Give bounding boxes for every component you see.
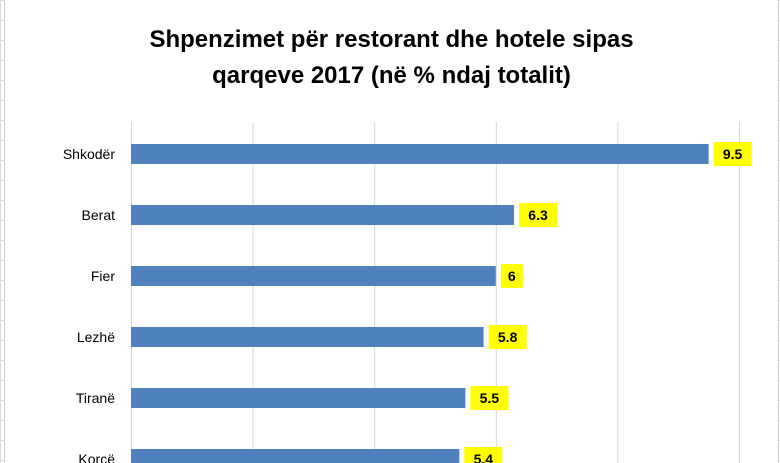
data-label: 5.8 xyxy=(498,329,518,345)
data-label-background xyxy=(488,325,527,349)
bar xyxy=(131,327,484,347)
data-label-background xyxy=(519,203,558,227)
bar xyxy=(131,205,515,225)
bar-chart-plot: Shkodër 9.5 Berat 6.3 Fier 6 Lezhë 5.8 Tiranë 5.5… xyxy=(63,122,752,463)
category-label: Korçë xyxy=(78,451,115,463)
chart-title-line-2: qarqeve 2017 (në % ndaj totalit) xyxy=(212,62,571,89)
category-label: Lezhë xyxy=(77,329,115,345)
data-label-background xyxy=(464,447,503,463)
data-label: 6.3 xyxy=(528,207,548,223)
category-label: Shkodër xyxy=(63,146,115,162)
bar xyxy=(131,144,709,164)
category-label: Tiranë xyxy=(76,390,115,406)
data-label: 5.5 xyxy=(480,390,500,406)
data-label: 5.4 xyxy=(474,451,494,463)
data-label: 6 xyxy=(508,268,516,284)
data-label-background xyxy=(500,264,523,288)
bar xyxy=(131,388,466,408)
data-label-background xyxy=(470,386,509,410)
bar xyxy=(131,266,496,286)
category-label: Fier xyxy=(91,268,115,284)
data-label-background xyxy=(713,142,752,166)
chart-title-line-1: Shpenzimet për restorant dhe hotele sipa… xyxy=(149,26,634,53)
chart-title: Shpenzimet për restorant dhe hotele sipa… xyxy=(5,22,778,94)
category-label: Berat xyxy=(82,207,116,223)
chart-area[interactable]: Shpenzimet për restorant dhe hotele sipa… xyxy=(4,0,779,463)
bar xyxy=(131,449,460,463)
data-label: 9.5 xyxy=(723,146,743,162)
